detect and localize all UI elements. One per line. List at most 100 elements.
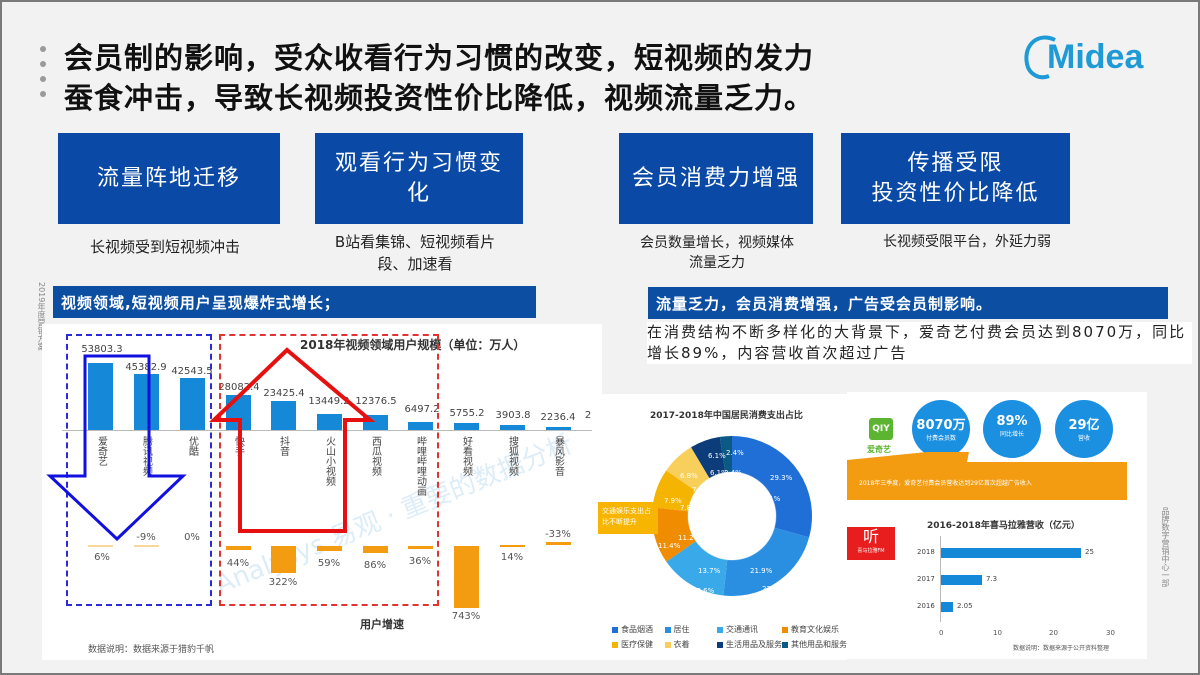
donut-label: 11.2% xyxy=(678,534,701,542)
logo-text: 喜马拉雅FM xyxy=(857,548,885,554)
hbar-value: 7.3 xyxy=(986,575,998,583)
category-label: 搜狐视频 xyxy=(506,436,518,476)
page-title: 会员制的影响，受众收看行为习惯的改变，短视频的发力 蚕食冲击，导致长视频投资性价… xyxy=(64,38,984,118)
stat-value: 8070万 xyxy=(916,418,966,433)
bar-value: 45382.9 xyxy=(125,362,167,373)
category-label: 西瓜视频 xyxy=(369,436,381,476)
category-label: 暴风影音 xyxy=(552,436,564,476)
bar-haokan xyxy=(454,423,479,430)
donut-label: 13.7% xyxy=(698,567,721,575)
up-arrow-icon xyxy=(209,347,376,533)
donut-legend: 食品烟酒 居住 交通通讯 教育文化娱乐 医疗保健 衣着 生活用品及服务 其他用品… xyxy=(612,624,847,650)
legend-item: 交通通讯 xyxy=(717,624,782,635)
factor-box-traffic-migration: 流量阵地迁移 xyxy=(58,133,280,224)
bar-value: 3903.8 xyxy=(495,410,531,421)
category-label: 哔哩哔哩动画 xyxy=(414,436,426,496)
caption-line1: 会员数量增长，视频媒体 xyxy=(640,235,794,251)
growth-bar xyxy=(134,545,159,547)
factor-box-limited-spread: 传播受限 投资性价比降低 xyxy=(841,133,1070,224)
source-note: 数据说明：数据来源于猎豹千帆 xyxy=(88,645,215,655)
donut-title: 2017-2018年中国居民消费支出占比 xyxy=(650,411,803,421)
growth-value: 44% xyxy=(226,558,250,569)
side-text-right: 品牌数字营销中心一部 xyxy=(1161,507,1170,587)
legend-item: 生活用品及服务 xyxy=(717,639,782,650)
factor-caption-4: 长视频受限平台，外延力弱 xyxy=(883,234,1051,250)
growth-value: 322% xyxy=(268,577,298,588)
x-tick: 0 xyxy=(939,629,944,637)
highlight-box-long-video xyxy=(66,334,212,606)
growth-value: 14% xyxy=(500,552,524,563)
growth-bar xyxy=(546,542,571,545)
x-axis xyxy=(62,430,592,431)
hbar-2018 xyxy=(941,548,1081,558)
donut-label: 21.9% xyxy=(750,567,773,575)
bar-iqiyi xyxy=(88,363,113,430)
donut-label: 2.4% xyxy=(726,449,744,457)
growth-bar xyxy=(317,546,342,551)
growth-bar xyxy=(408,546,433,549)
growth-bar xyxy=(226,546,251,550)
hbar-2017 xyxy=(941,575,982,585)
x-tick: 30 xyxy=(1106,629,1115,637)
stat-label: 付费会员数 xyxy=(925,435,956,442)
donut-label: 6.8% xyxy=(680,472,698,480)
ximalaya-revenue-chart: 听 喜马拉雅FM 2016-2018年喜马拉雅营收（亿元） 2018 25 20… xyxy=(847,512,1147,659)
donut-label: 11.4% xyxy=(658,542,681,550)
stat-value: 29亿 xyxy=(1068,418,1100,433)
growth-bar xyxy=(363,546,388,553)
down-arrow-icon xyxy=(46,354,187,542)
bar-baofeng xyxy=(546,427,571,430)
chart-title: 2018年视频领域用户规模（单位：万人） xyxy=(300,338,526,352)
bar-value: 12376.5 xyxy=(355,396,397,407)
iqiyi-stats-panel: QIY 爱奇艺 8070万 付费会员数 89% 同比增长 29亿 营收 2018… xyxy=(847,392,1147,512)
bar-value: 2 xyxy=(584,410,592,421)
bar-value: 53803.3 xyxy=(81,344,123,355)
donut-label: 7.9% xyxy=(664,497,682,505)
bar-tencent xyxy=(134,374,159,430)
donut-label: 7.8% xyxy=(680,504,698,512)
category-label: 优酷 xyxy=(186,436,198,456)
ximalaya-title: 2016-2018年喜马拉雅营收（亿元） xyxy=(927,521,1080,531)
bar-value: 6497.2 xyxy=(404,404,440,415)
category-label: 腾讯视频 xyxy=(140,436,152,476)
donut-label: 13.6% xyxy=(692,587,715,595)
stat-label: 营收 xyxy=(1077,435,1090,442)
x-tick: 20 xyxy=(1049,629,1058,637)
factor-caption-1: 长视频受到短视频冲击 xyxy=(89,238,240,256)
year-label: 2018 xyxy=(917,548,935,556)
bar-value: 2236.4 xyxy=(540,412,576,423)
caption-line2: 段、加速看 xyxy=(377,255,453,273)
title-line-2: 蚕食冲击，导致长视频投资性价比降低，视频流量乏力。 xyxy=(64,81,815,115)
left-banner: 视频领域,短视频用户呈现爆炸式增长； xyxy=(53,286,536,318)
growth-value: 0% xyxy=(184,532,200,543)
growth-bar xyxy=(88,545,113,547)
stat-circle-members: 8070万 付费会员数 xyxy=(912,400,970,458)
legend-item: 医疗保健 xyxy=(612,639,665,650)
growth-bar xyxy=(500,545,525,547)
donut-label: 6.1% xyxy=(708,452,726,460)
growth-bar xyxy=(454,546,479,608)
highlight-box-short-video xyxy=(219,334,439,606)
hbar-value: 2.05 xyxy=(957,602,973,610)
growth-value: 36% xyxy=(408,556,432,567)
donut-graphic xyxy=(652,436,812,596)
donut-label: 22.4% xyxy=(762,585,785,593)
factor-box-member-spending: 会员消费力增强 xyxy=(619,133,813,224)
factor-box-viewing-habits: 观看行为习惯变 化 xyxy=(315,133,523,224)
side-text-left: 2019年度营销方案 xyxy=(37,282,46,351)
growth-value: 743% xyxy=(451,611,481,622)
iqiyi-note: 2018年三季度，爱奇艺付费会员营收达到29亿首次超越广告收入 xyxy=(859,480,1032,487)
category-label: 抖音 xyxy=(277,436,289,456)
iqiyi-logo-icon: QIY xyxy=(869,418,893,440)
bar-value: 42543.5 xyxy=(171,366,213,377)
midea-swoosh-icon xyxy=(1024,35,1056,80)
factor-label: 流量阵地迁移 xyxy=(96,165,241,191)
iqiyi-brand: 爱奇艺 xyxy=(867,445,891,454)
stat-label: 同比增长 xyxy=(999,431,1024,438)
factor-label: 会员消费力增强 xyxy=(631,165,800,191)
growth-label: 用户增速 xyxy=(360,618,404,631)
growth-bar xyxy=(271,546,296,573)
stat-circle-growth: 89% 同比增长 xyxy=(983,400,1041,458)
y-axis xyxy=(940,536,941,622)
ximalaya-logo-icon: 听 喜马拉雅FM xyxy=(847,527,895,560)
